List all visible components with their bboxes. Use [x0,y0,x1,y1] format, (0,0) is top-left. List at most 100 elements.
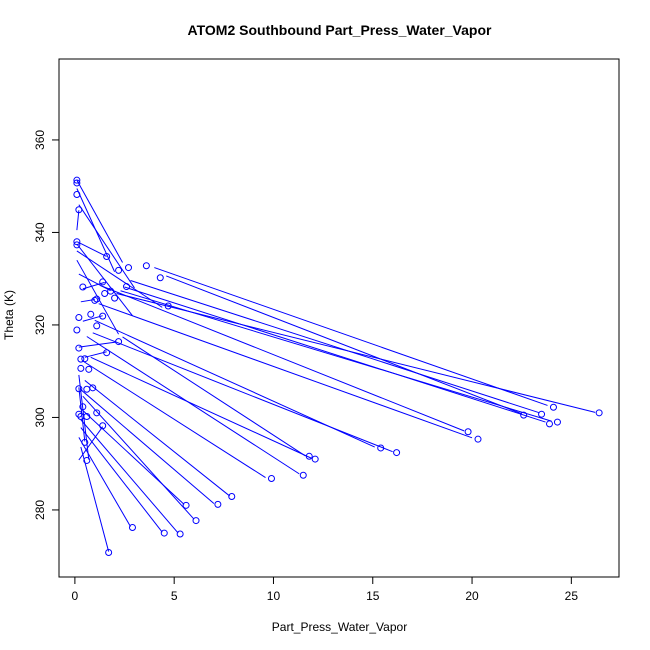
data-point [99,312,107,320]
x-axis: 0 5 10 15 20 25 [72,576,579,603]
data-point [123,283,131,291]
data-point [156,274,164,282]
data-point [77,355,85,363]
data-point [311,455,319,463]
y-tick-label: 340 [33,222,47,242]
data-point [79,283,87,291]
data-point [299,471,307,479]
y-tick-label: 320 [33,315,47,335]
x-axis-label: Part_Press_Water_Vapor [272,620,407,634]
data-point [538,410,546,418]
x-tick-label: 10 [267,589,281,603]
data-point [142,262,150,270]
data-point [99,422,107,430]
connection-line [82,395,195,520]
data-point [85,365,93,373]
data-point [464,428,472,436]
y-tick-label: 280 [33,500,47,520]
data-point [99,278,107,286]
data-point [115,266,123,274]
data-point [83,413,91,421]
data-point [549,403,557,411]
data-point [73,238,81,246]
connection-line [80,427,163,533]
data-point [377,444,385,452]
data-point [111,294,119,302]
data-point [93,295,101,303]
connection-line [80,389,215,504]
connection-line [76,259,120,335]
data-point [595,409,603,417]
data-point [75,410,83,418]
data-point [73,191,81,199]
y-tick-label: 300 [33,407,47,427]
data-point [103,252,111,260]
data-point [91,296,99,304]
data-point [520,411,528,419]
connection-line [80,408,185,505]
data-point [75,314,83,322]
connection-line [122,336,306,457]
data-point [125,264,133,272]
data-point [73,326,81,334]
data-point [393,449,401,457]
connection-line [80,299,95,303]
data-point [103,349,111,357]
data-point [73,176,81,184]
data-point [192,517,200,525]
data-point [128,524,136,532]
x-tick-label: 15 [366,589,380,603]
connection-line [78,426,104,461]
connection-line [78,341,117,348]
connection-line [78,204,135,289]
connection-line [90,356,312,459]
plot-frame [58,58,620,578]
data-point [101,289,109,297]
data-point [73,241,81,249]
data-point [81,355,89,363]
connection-line [86,336,300,475]
connection-line [100,285,465,432]
chart-title: ATOM2 Southbound Part_Press_Water_Vapor [188,22,492,38]
connection-line [166,275,522,415]
connection-line [78,242,107,257]
data-points [73,176,603,556]
connection-lines [76,179,596,552]
connection-line [76,250,163,308]
y-axis-label: Theta (K) [2,290,16,340]
data-point [89,384,97,392]
data-point [115,338,123,346]
data-point [83,385,91,393]
connection-line [80,446,110,552]
data-point [228,493,236,501]
data-point [75,385,83,393]
data-point [214,500,222,508]
data-point [73,179,81,187]
y-tick-label: 360 [33,130,47,150]
data-point [107,287,115,295]
data-point [77,364,85,372]
data-point [81,438,89,446]
connection-line [124,286,546,423]
connection-line [92,332,393,453]
data-point [83,456,91,464]
x-tick-label: 25 [565,589,579,603]
connection-line [76,179,123,263]
connection-line [84,351,107,358]
connection-line [82,360,266,478]
connection-line [154,267,548,406]
data-point [176,530,184,538]
data-point [545,420,553,428]
data-point [182,501,190,509]
connection-line [82,281,105,290]
data-point [160,529,168,537]
data-point [164,302,172,310]
x-tick-label: 0 [72,589,79,603]
x-tick-label: 20 [465,589,479,603]
connection-line [80,419,179,534]
data-point [474,435,482,443]
x-tick-label: 5 [171,589,178,603]
connection-line [98,303,473,439]
data-point [553,418,561,426]
data-point [267,474,275,482]
